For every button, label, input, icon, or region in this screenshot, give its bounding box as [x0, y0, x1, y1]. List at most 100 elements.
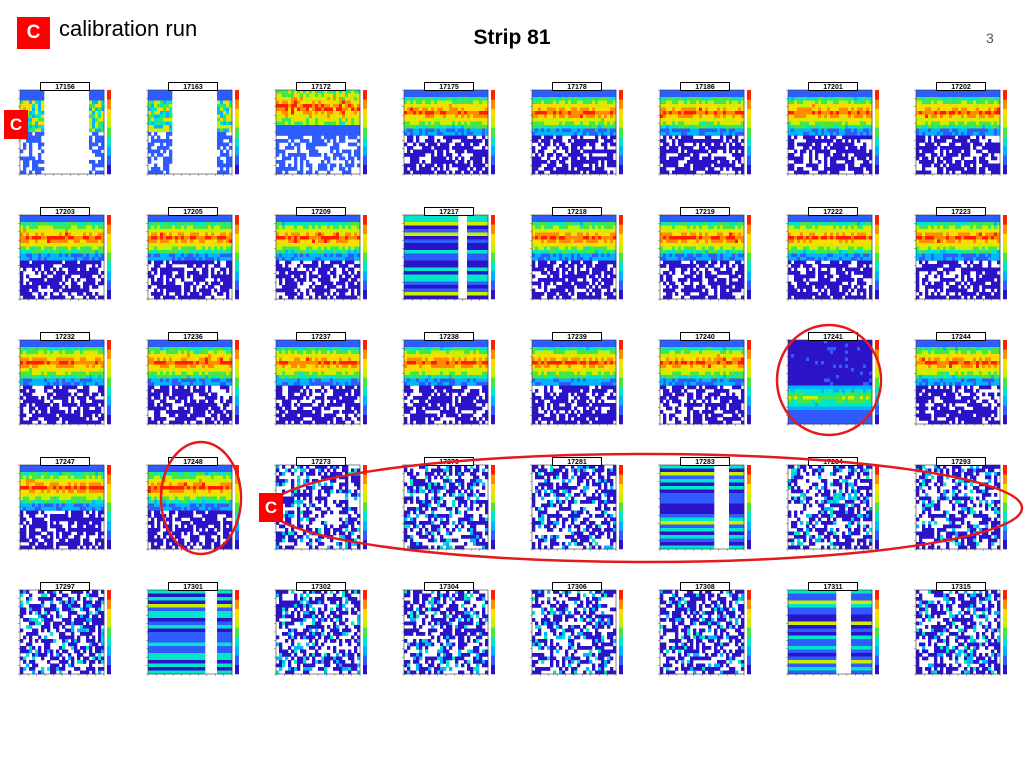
- heatmap-plot: [786, 464, 879, 551]
- color-scale-segment: [747, 530, 751, 540]
- heatmap-plot: [530, 589, 623, 676]
- heatmap-panel-17237: 17237: [270, 332, 372, 434]
- color-scale-segment: [107, 493, 111, 503]
- color-scale-segment: [747, 224, 751, 234]
- color-scale-segment: [235, 618, 239, 628]
- color-scale-segment: [235, 155, 239, 165]
- color-scale-segment: [747, 618, 751, 628]
- color-scale-segment: [875, 483, 879, 494]
- color-scale-segment: [747, 405, 751, 415]
- color-scale-segment: [107, 646, 111, 656]
- heatmap-plot: [914, 214, 1007, 301]
- color-scale-segment: [747, 146, 751, 156]
- color-scale-segment: [875, 271, 879, 281]
- color-scale-segment: [875, 502, 879, 512]
- color-scale-segment: [1003, 396, 1007, 406]
- color-scale-segment: [619, 99, 623, 109]
- run-number-label: 17239: [552, 332, 602, 341]
- color-scale-segment: [1003, 414, 1007, 425]
- color-scale-segment: [875, 155, 879, 165]
- color-scale-segment: [235, 358, 239, 369]
- color-scale-segment: [619, 590, 623, 600]
- color-scale-segment: [491, 608, 495, 619]
- color-scale-segment: [491, 252, 495, 262]
- heatmap-panel-17315: 17315: [910, 582, 1012, 684]
- color-scale-segment: [1003, 146, 1007, 156]
- color-scale-bar: [619, 90, 623, 175]
- color-scale-segment: [875, 465, 879, 475]
- color-scale-segment: [619, 599, 623, 609]
- color-scale-segment: [1003, 599, 1007, 609]
- color-scale-bar: [363, 465, 367, 550]
- heatmap-bins: [788, 215, 873, 300]
- color-scale-segment: [747, 271, 751, 281]
- color-scale-segment: [619, 224, 623, 234]
- color-scale-segment: [875, 261, 879, 272]
- color-scale-segment: [619, 465, 623, 475]
- color-scale-segment: [619, 618, 623, 628]
- color-scale-segment: [747, 261, 751, 272]
- color-scale-segment: [107, 636, 111, 647]
- color-scale-segment: [363, 599, 367, 609]
- color-scale-segment: [107, 224, 111, 234]
- color-scale-segment: [363, 483, 367, 494]
- color-scale-segment: [1003, 99, 1007, 109]
- color-scale-segment: [875, 608, 879, 619]
- color-scale-segment: [491, 530, 495, 540]
- color-scale-segment: [875, 108, 879, 119]
- heatmap-bins: [20, 465, 105, 550]
- color-scale-segment: [491, 483, 495, 494]
- color-scale-segment: [107, 414, 111, 425]
- color-scale-bar: [619, 590, 623, 675]
- color-scale-segment: [875, 90, 879, 100]
- color-scale-segment: [363, 233, 367, 244]
- heatmap-panel-17201: 17201: [782, 82, 884, 184]
- color-scale-segment: [619, 136, 623, 147]
- color-scale-segment: [1003, 539, 1007, 550]
- color-scale-segment: [491, 465, 495, 475]
- color-scale-segment: [875, 599, 879, 609]
- color-scale-bar: [875, 215, 879, 300]
- color-scale-segment: [363, 164, 367, 175]
- color-scale-segment: [235, 136, 239, 147]
- color-scale-bar: [747, 465, 751, 550]
- color-scale-segment: [747, 155, 751, 165]
- run-number-label: 17308: [680, 582, 730, 591]
- color-scale-segment: [875, 664, 879, 675]
- color-scale-segment: [107, 618, 111, 628]
- heatmap-bins: [532, 465, 617, 550]
- color-scale-bar: [491, 590, 495, 675]
- color-scale-segment: [235, 164, 239, 175]
- color-scale-segment: [1003, 349, 1007, 359]
- color-scale-segment: [107, 127, 111, 137]
- run-number-label: 17175: [424, 82, 474, 91]
- color-scale-segment: [747, 521, 751, 531]
- color-scale-segment: [1003, 215, 1007, 225]
- color-scale-segment: [235, 493, 239, 503]
- color-scale-segment: [875, 521, 879, 531]
- color-scale-bar: [491, 340, 495, 425]
- color-scale-segment: [107, 99, 111, 109]
- heatmap-plot: [18, 214, 111, 301]
- run-number-label: 17283: [680, 457, 730, 466]
- color-scale-segment: [107, 340, 111, 350]
- color-scale-segment: [235, 261, 239, 272]
- color-scale-segment: [363, 655, 367, 665]
- color-scale-bar: [235, 90, 239, 175]
- color-scale-segment: [619, 474, 623, 484]
- heatmap-plot: [530, 339, 623, 426]
- heatmap-panel-17240: 17240: [654, 332, 756, 434]
- color-scale-segment: [875, 474, 879, 484]
- color-scale-segment: [107, 664, 111, 675]
- color-scale-segment: [107, 233, 111, 244]
- color-scale-segment: [235, 280, 239, 290]
- color-scale-segment: [363, 386, 367, 397]
- color-scale-segment: [747, 627, 751, 637]
- color-scale-segment: [619, 655, 623, 665]
- heatmap-bins: [276, 90, 361, 175]
- color-scale-segment: [875, 618, 879, 628]
- color-scale-segment: [619, 90, 623, 100]
- heatmap-panel-17172: 17172: [270, 82, 372, 184]
- color-scale-segment: [107, 155, 111, 165]
- heatmap-bins: [532, 590, 617, 675]
